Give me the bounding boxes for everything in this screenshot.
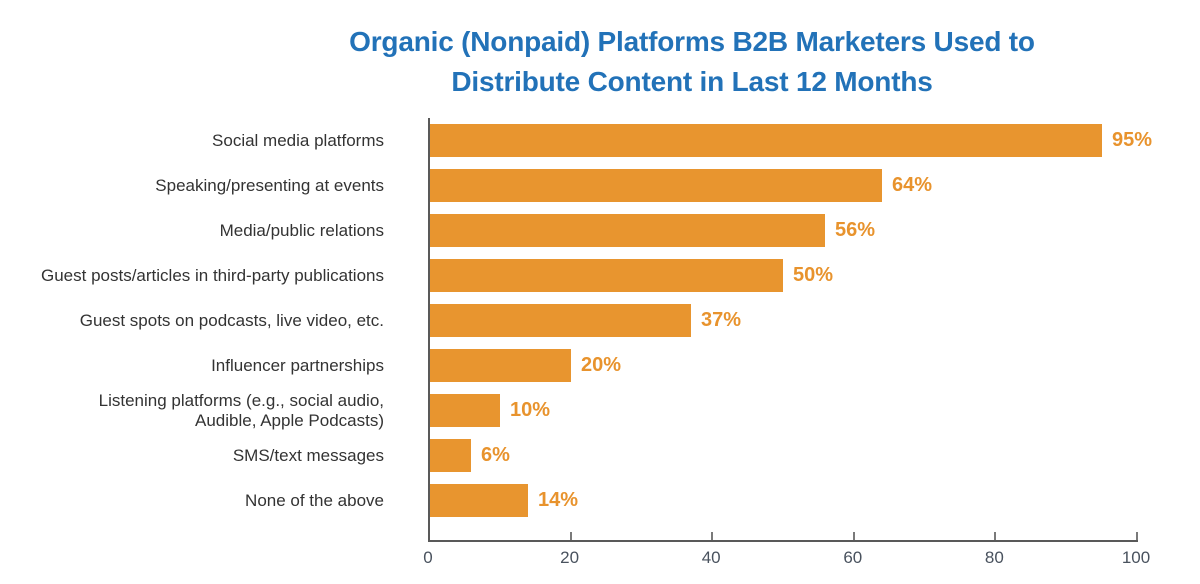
x-axis-tick-label: 40 (701, 548, 721, 567)
category-label: Listening platforms (e.g., social audio,… (98, 390, 384, 430)
x-axis-tick-mark (852, 532, 855, 540)
value-label: 56% (835, 219, 876, 241)
bar-track: 56% (406, 214, 1200, 247)
x-axis-tick-label: 100 (1121, 548, 1151, 567)
bar-row: Media/public relations 56% (0, 208, 1200, 253)
bar-rows: Social media platforms 95% Speaking/presen… (0, 118, 1200, 523)
bar-row: None of the above 14% (0, 478, 1200, 523)
value-label: 6% (481, 444, 510, 466)
category-label: Influencer partnerships (211, 355, 384, 375)
chart-title: Organic (Nonpaid) Platforms B2B Marketer… (184, 22, 1200, 102)
value-label: 37% (701, 309, 742, 331)
bar-track: 95% (406, 124, 1200, 157)
category-label: Speaking/presenting at events (155, 175, 384, 195)
x-axis-tick-mark (1136, 532, 1138, 540)
x-axis-tick-label: 60 (843, 548, 863, 567)
x-axis-tick-mark (711, 532, 714, 540)
category-label: Guest spots on podcasts, live video, etc… (79, 310, 384, 330)
bar-track: 10% (406, 394, 1200, 427)
bar-track: 64% (406, 169, 1200, 202)
bar (429, 169, 882, 202)
y-axis-line (428, 118, 430, 542)
category-label: Guest posts/articles in third-party publ… (41, 265, 384, 285)
value-label: 10% (510, 399, 551, 421)
x-axis-tick-label: 80 (984, 548, 1004, 567)
bar-track: 6% (406, 439, 1200, 472)
bar (429, 484, 528, 517)
bar-row: SMS/text messages 6% (0, 433, 1200, 478)
value-label: 64% (892, 174, 933, 196)
category-label: None of the above (245, 490, 384, 510)
bar-track: 37% (406, 304, 1200, 337)
bar (429, 214, 825, 247)
bar-row: Social media platforms 95% (0, 118, 1200, 163)
x-axis-tick-mark (994, 532, 997, 540)
bar (429, 304, 691, 337)
value-label: 95% (1112, 129, 1153, 151)
category-label: Media/public relations (219, 220, 384, 240)
bar-track: 50% (406, 259, 1200, 292)
bar (429, 394, 500, 427)
bar (429, 349, 571, 382)
x-axis-tick-label: 0 (423, 548, 433, 567)
value-label: 50% (793, 264, 834, 286)
bar-track: 20% (406, 349, 1200, 382)
x-axis-tick-mark (569, 532, 572, 540)
value-label: 14% (538, 489, 579, 511)
bar-row: Guest posts/articles in third-party publ… (0, 253, 1200, 298)
bar-track: 14% (406, 484, 1200, 517)
bar-row: Speaking/presenting at events 64% (0, 163, 1200, 208)
bar-row: Guest spots on podcasts, live video, etc… (0, 298, 1200, 343)
bar-row: Listening platforms (e.g., social audio,… (0, 388, 1200, 433)
value-label: 20% (581, 354, 622, 376)
category-label: SMS/text messages (232, 445, 384, 465)
x-axis-tick-label: 20 (560, 548, 580, 567)
bar (429, 259, 783, 292)
bar-row: Influencer partnerships 20% (0, 343, 1200, 388)
bar (429, 124, 1102, 157)
bar (429, 439, 471, 472)
chart-title-line-2: Distribute Content in Last 12 Months (451, 66, 933, 97)
chart-title-line-1: Organic (Nonpaid) Platforms B2B Marketer… (349, 26, 1035, 57)
category-label: Social media platforms (212, 130, 384, 150)
x-axis-line (428, 540, 1138, 542)
